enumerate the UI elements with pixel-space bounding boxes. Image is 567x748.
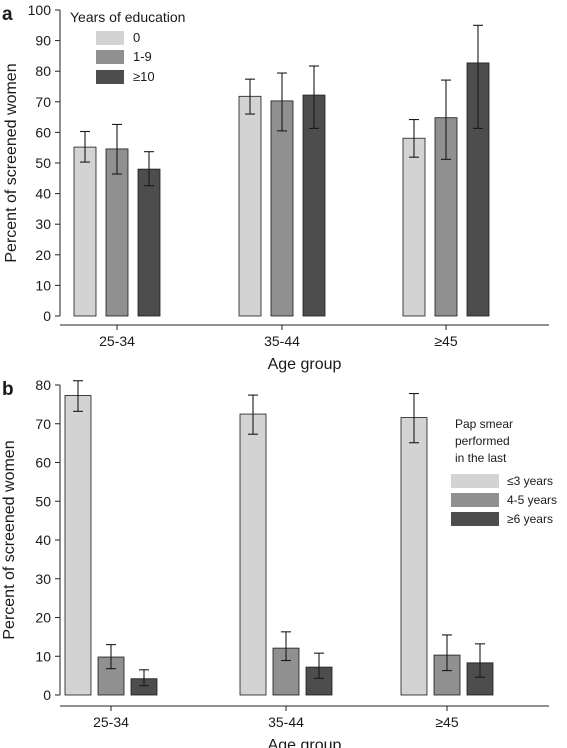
y-tick-label: 0: [43, 687, 51, 703]
y-tick-label: 100: [28, 2, 52, 18]
y-tick-label: 20: [35, 610, 51, 626]
y-tick-label: 50: [35, 493, 51, 509]
y-tick-label: 70: [35, 94, 51, 110]
legend-swatch: [451, 474, 499, 488]
y-tick-label: 10: [35, 277, 51, 293]
legend-swatch: [96, 70, 124, 84]
legend-label: 1-9: [133, 49, 152, 64]
x-tick-label: 35-44: [268, 714, 304, 730]
y-tick-label: 60: [35, 124, 51, 140]
x-axis-title: Age group: [268, 737, 342, 748]
y-tick-label: 80: [35, 63, 51, 79]
chart-panel-a: 0 10 20 30 40 50 60 70 80 90 100 Percent of screene…: [3, 2, 549, 373]
bar: [400, 417, 428, 696]
bar: [433, 654, 461, 696]
y-tick-label: 40: [35, 532, 51, 548]
y-tick-label: 70: [35, 416, 51, 432]
legend-label: ≤3 years: [507, 474, 553, 488]
x-tick-label: ≥45: [435, 714, 458, 730]
legend-swatch: [451, 512, 499, 526]
y-tick-label: 40: [35, 186, 51, 202]
legend-title-line: Pap smear: [455, 417, 513, 431]
bar: [64, 395, 92, 696]
legend-label: 4-5 years: [507, 493, 557, 507]
x-tick-label: ≥45: [434, 333, 457, 349]
bar: [402, 137, 426, 317]
bar: [270, 100, 294, 317]
bar: [239, 413, 267, 696]
legend-title-line: performed: [455, 434, 510, 448]
x-tick-label: 25-34: [99, 333, 135, 349]
legend-swatch: [451, 493, 499, 507]
legend-title: Years of education: [70, 9, 185, 25]
y-tick-label: 60: [35, 455, 51, 471]
legend-label: ≥6 years: [507, 512, 553, 526]
legend: Pap smear performed in the last≤3 years 4-5…: [451, 417, 557, 526]
panel-b-letter: b: [2, 379, 14, 400]
x-axis-title: Age group: [268, 356, 342, 373]
bar: [238, 95, 262, 317]
legend: Years of education 0 1-9 ≥10: [70, 9, 185, 84]
x-tick-label: 25-34: [93, 714, 129, 730]
legend-swatch: [96, 31, 124, 45]
y-tick-label: 10: [35, 648, 51, 664]
y-tick-label: 80: [35, 377, 51, 393]
y-axis-title: Percent of screened women: [1, 440, 18, 639]
legend-title-line: in the last: [455, 451, 507, 465]
y-axis-title: Percent of screened women: [3, 63, 20, 262]
x-tick-label: 35-44: [264, 333, 300, 349]
legend-label: 0: [133, 30, 140, 45]
y-tick-label: 30: [35, 216, 51, 232]
legend-label: ≥10: [133, 69, 155, 84]
legend-swatch: [96, 50, 124, 64]
bar: [137, 168, 161, 317]
y-tick-label: 30: [35, 571, 51, 587]
y-tick-label: 90: [35, 33, 51, 49]
y-tick-label: 50: [35, 155, 51, 171]
y-tick-label: 20: [35, 247, 51, 263]
bar: [73, 146, 97, 317]
y-tick-label: 0: [43, 308, 51, 324]
panel-a-letter: a: [2, 4, 13, 25]
chart-panel-b: 0 10 20 30 40 50 60 70 80 Percent of screened wom…: [1, 377, 557, 748]
